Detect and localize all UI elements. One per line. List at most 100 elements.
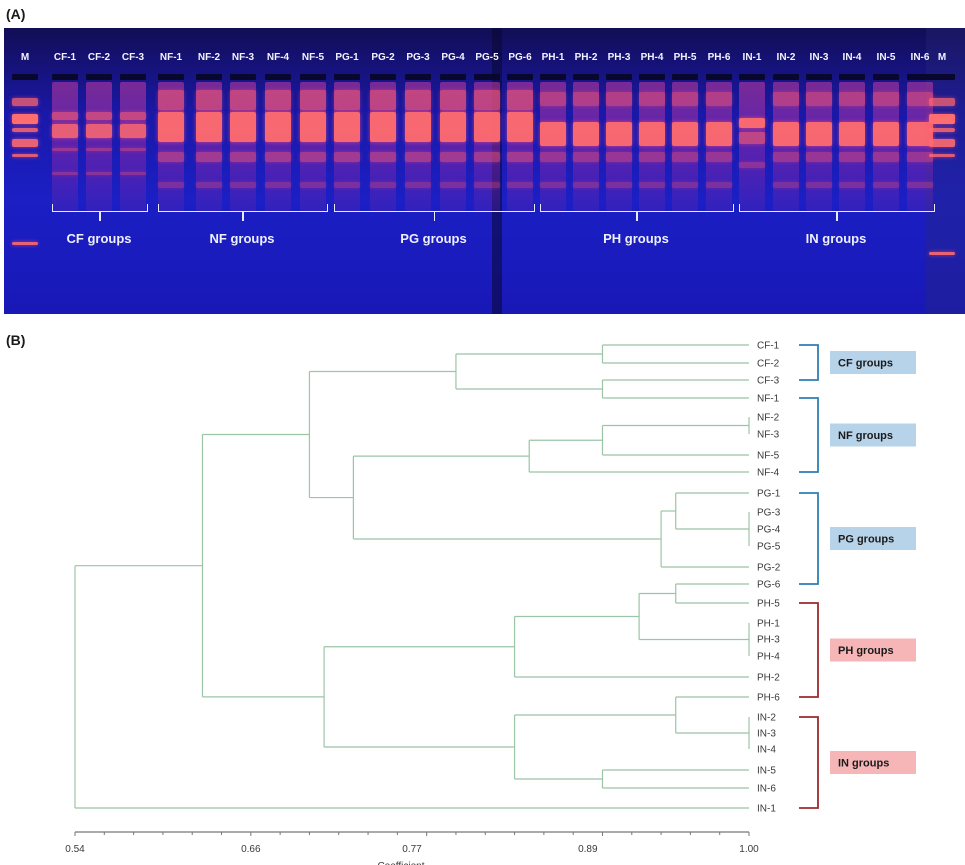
gel-well (52, 74, 78, 80)
lane-label: CF-2 (87, 52, 111, 63)
x-axis-title: Coefficient (377, 861, 424, 865)
group-bracket-stem (242, 211, 244, 221)
x-tick-label: 0.66 (241, 844, 261, 855)
lane-label: PG-2 (371, 52, 395, 63)
dna-band (12, 139, 38, 147)
group-bracket (799, 716, 819, 809)
dna-band (158, 112, 184, 142)
dna-band (907, 92, 933, 106)
panel-a-label: (A) (6, 6, 26, 22)
dna-band (158, 152, 184, 162)
dna-band (929, 252, 955, 255)
dna-band (196, 90, 222, 110)
gel-well (873, 74, 899, 80)
gel-group-label: IN groups (805, 231, 867, 246)
dna-band (929, 154, 955, 157)
leaf-label: PG-4 (757, 525, 781, 536)
gel-well (773, 74, 799, 80)
dna-band (230, 90, 256, 110)
leaf-label: PG-6 (757, 580, 781, 591)
dna-band (907, 182, 933, 188)
dna-band (739, 118, 765, 128)
gel-well (739, 74, 765, 80)
dna-band (773, 182, 799, 188)
lane-label: PH-2 (574, 52, 598, 63)
dna-band (474, 152, 500, 162)
dna-band (52, 124, 78, 138)
dna-band (334, 90, 360, 110)
dna-band (440, 182, 466, 188)
dna-band (672, 182, 698, 188)
dna-band (12, 114, 38, 124)
dna-band (806, 152, 832, 162)
leaf-label: CF-2 (757, 359, 780, 370)
leaf-label: PG-2 (757, 563, 781, 574)
group-bracket (799, 492, 819, 585)
gel-well (540, 74, 566, 80)
dna-band (639, 152, 665, 162)
dna-band (300, 90, 326, 110)
sample-lane (672, 82, 698, 212)
leaf-label: NF-1 (757, 394, 780, 405)
dna-band (606, 122, 632, 146)
sample-lane (300, 82, 326, 212)
dna-band (86, 112, 112, 120)
dna-band (334, 112, 360, 142)
dna-band (158, 90, 184, 110)
leaf-label: PG-1 (757, 489, 781, 500)
dna-band (907, 122, 933, 146)
lane-label: PG-1 (335, 52, 359, 63)
gel-well (573, 74, 599, 80)
dna-band (405, 90, 431, 110)
dna-band (120, 112, 146, 120)
dna-band (839, 122, 865, 146)
dna-band (606, 152, 632, 162)
dna-band (873, 92, 899, 106)
sample-lane (907, 82, 933, 212)
leaf-label: PG-3 (757, 508, 781, 519)
dna-band (606, 182, 632, 188)
gel-well (839, 74, 865, 80)
dna-band (540, 182, 566, 188)
dna-band (929, 98, 955, 106)
gel-well (474, 74, 500, 80)
leaf-label: PH-5 (757, 599, 780, 610)
lane-label: PG-4 (441, 52, 465, 63)
dna-band (806, 122, 832, 146)
group-box-label: NF groups (838, 430, 893, 442)
dna-band (507, 152, 533, 162)
dna-band (230, 152, 256, 162)
group-bracket-stem (99, 211, 101, 221)
dna-band (474, 182, 500, 188)
leaf-label: PH-2 (757, 673, 780, 684)
dna-band (86, 148, 112, 151)
gel-well (86, 74, 112, 80)
dna-band (806, 92, 832, 106)
dna-band (334, 152, 360, 162)
dna-band (706, 92, 732, 106)
dna-band (639, 122, 665, 146)
dna-band (196, 182, 222, 188)
dna-band (196, 112, 222, 142)
sample-lane (334, 82, 360, 212)
group-bracket (799, 397, 819, 473)
leaf-label: IN-4 (757, 745, 776, 756)
dna-band (507, 182, 533, 188)
sample-lane (52, 82, 78, 212)
dna-band (265, 182, 291, 188)
sample-lane (196, 82, 222, 212)
sample-lane (265, 82, 291, 212)
dna-band (370, 182, 396, 188)
gel-well (639, 74, 665, 80)
group-bracket (799, 344, 819, 381)
dna-band (672, 92, 698, 106)
x-tick-label: 0.77 (402, 844, 422, 855)
panel-b-label: (B) (6, 332, 26, 348)
dna-band (52, 148, 78, 151)
gel-group-label: CF groups (66, 231, 132, 246)
dna-band (706, 182, 732, 188)
dna-band (929, 114, 955, 124)
sample-lane (120, 82, 146, 212)
group-box-label: CF groups (838, 358, 893, 370)
sample-lane (474, 82, 500, 212)
